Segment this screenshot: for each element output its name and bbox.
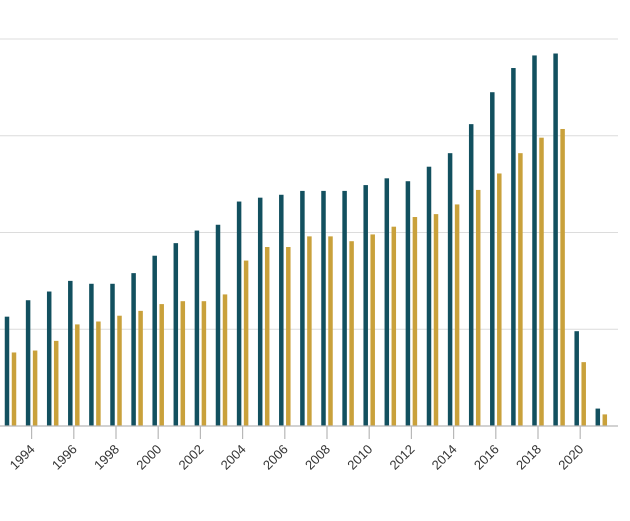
bar-1995-series-1: [46, 291, 52, 426]
bar-1994-series-1: [25, 300, 31, 426]
bar-2019-series-1: [553, 53, 558, 426]
bar-1996-series-2: [75, 324, 80, 426]
x-tick-label-2008: 2008: [302, 442, 333, 473]
bar-2006-series-2: [286, 247, 291, 426]
bar-2005-series-2: [264, 247, 270, 426]
x-tick-label-2004: 2004: [218, 442, 249, 473]
bar-2003-series-2: [222, 294, 228, 426]
bar-1998-series-2: [117, 315, 122, 426]
bar-2016-series-2: [497, 173, 502, 426]
bar-2006-series-1: [279, 194, 284, 426]
bar-2009-series-1: [342, 190, 347, 426]
bar-1995-series-2: [53, 340, 59, 426]
bar-2008-series-1: [321, 190, 326, 426]
bar-2017-series-1: [511, 68, 516, 427]
bar-1998-series-1: [110, 283, 115, 426]
x-tick-label-2014: 2014: [429, 442, 460, 473]
bar-1993-series-2: [11, 352, 17, 426]
bar-1993-series-1: [4, 316, 10, 426]
bar-2020-series-1: [574, 331, 579, 426]
bar-2014-series-2: [454, 204, 460, 426]
bar-2008-series-2: [328, 236, 333, 426]
x-tick-label-2016: 2016: [471, 442, 502, 473]
bars: [4, 53, 608, 427]
x-axis: 1994 1996 1998 2000 2002 2004 2006 2008 2010 2012…: [0, 425, 618, 473]
bar-2007-series-1: [300, 190, 305, 426]
bar-1996-series-1: [68, 280, 73, 427]
bar-2001-series-1: [173, 243, 179, 426]
bar-2020-series-2: [581, 362, 586, 426]
bar-2011-series-2: [391, 226, 397, 426]
x-tick-label-2012: 2012: [386, 442, 417, 473]
bar-1994-series-2: [32, 350, 38, 426]
bar-2004-series-2: [243, 260, 249, 426]
x-tick-label-1998: 1998: [91, 442, 122, 473]
x-tick-label-2000: 2000: [133, 442, 164, 473]
bar-1999-series-1: [131, 273, 136, 426]
bar-2009-series-2: [349, 241, 354, 426]
x-tick-label-2006: 2006: [260, 442, 291, 473]
bar-2007-series-2: [307, 236, 312, 426]
bar-1997-series-2: [96, 321, 101, 426]
bar-2010-series-2: [370, 234, 375, 426]
bar-2004-series-1: [236, 201, 242, 426]
x-tick-label-2020: 2020: [555, 442, 586, 473]
bar-2015-series-2: [475, 189, 481, 426]
bar-2000-series-2: [159, 304, 164, 426]
bar-2015-series-1: [468, 124, 474, 426]
x-tick-label-1996: 1996: [49, 442, 80, 473]
bar-1999-series-2: [138, 310, 143, 426]
x-tick-label-1994: 1994: [7, 442, 38, 473]
bar-2017-series-2: [518, 153, 523, 427]
bar-2013-series-1: [426, 166, 432, 426]
bar-2013-series-2: [433, 214, 439, 426]
bar-2016-series-1: [490, 92, 495, 427]
bar-2011-series-1: [384, 178, 390, 426]
bar-2001-series-2: [180, 301, 186, 426]
bar-2021-series-2: [602, 414, 608, 426]
bar-2012-series-1: [405, 181, 411, 426]
bar-1997-series-1: [89, 283, 94, 426]
bar-2014-series-1: [447, 153, 453, 427]
x-tick-label-2010: 2010: [344, 442, 375, 473]
bar-2018-series-2: [539, 137, 544, 426]
x-tick-label-2018: 2018: [513, 442, 544, 473]
bar-2002-series-1: [194, 230, 200, 426]
x-tick-label-2002: 2002: [175, 442, 206, 473]
bar-2003-series-1: [215, 224, 221, 426]
bar-2002-series-2: [201, 301, 207, 426]
bar-2000-series-1: [152, 255, 157, 426]
bar-2019-series-2: [560, 128, 565, 427]
bar-2021-series-1: [595, 408, 601, 426]
bar-2005-series-1: [257, 197, 263, 426]
bar-2012-series-2: [412, 217, 418, 426]
bar-2010-series-1: [363, 185, 368, 426]
bar-2018-series-1: [532, 55, 537, 426]
